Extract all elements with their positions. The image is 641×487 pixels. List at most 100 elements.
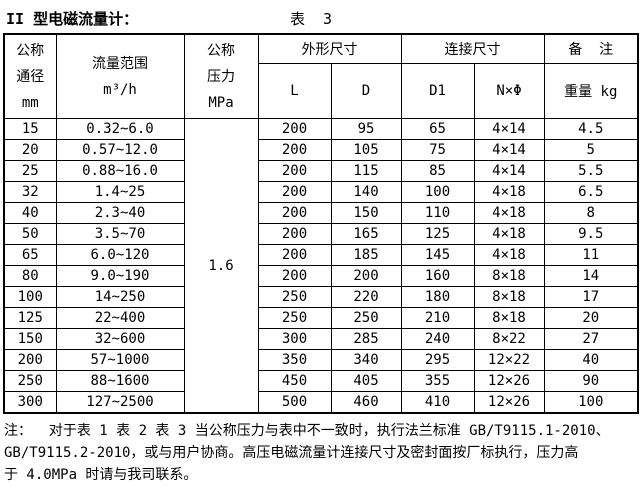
table-row: 20 0.57~12.0 200 105 75 4×14 5 [3,139,639,161]
header-remark: 备 注 [543,33,639,64]
cell-weight: 4.5 [543,118,639,140]
table-row: 150 32~600 300 285 240 8×22 27 [3,328,639,350]
table-caption: 表 3 [290,10,333,28]
cell-d: 140 [330,181,402,203]
cell-d1: 210 [400,307,475,329]
cell-dn: 15 [3,118,57,140]
cell-d1: 180 [400,286,475,308]
cell-weight: 20 [543,307,639,329]
cell-weight: 90 [543,370,639,392]
cell-pressure-merged: 1.6 [183,118,259,414]
title-bar: II 型电磁流量计： 表 3 [0,0,641,33]
header-length: L [257,63,332,119]
cell-l: 200 [257,265,332,287]
header-flow-range: 流量范围 m³/h [55,33,185,119]
cell-dn: 65 [3,244,57,266]
cell-l: 350 [257,349,332,371]
cell-nphi: 4×18 [473,202,545,224]
cell-d1: 145 [400,244,475,266]
cell-range: 0.32~6.0 [55,118,185,140]
cell-d1: 355 [400,370,475,392]
table-row: 50 3.5~70 200 165 125 4×18 9.5 [3,223,639,245]
cell-nphi: 4×18 [473,181,545,203]
cell-weight: 5.5 [543,160,639,182]
cell-dn: 32 [3,181,57,203]
cell-d1: 410 [400,391,475,414]
cell-range: 9.0~190 [55,265,185,287]
cell-dn: 25 [3,160,57,182]
cell-d: 220 [330,286,402,308]
header-row-sub: L D D1 N×Φ 重量 kg [4,63,639,119]
flowmeter-spec-table: 公称 通径 mm 流量范围 m³/h 公称 压力 MPa 外形尺寸 连接尺寸 备… [3,33,639,414]
cell-l: 300 [257,328,332,350]
cell-d1: 100 [400,181,475,203]
cell-range: 32~600 [55,328,185,350]
cell-nphi: 12×26 [473,391,545,414]
cell-weight: 11 [543,244,639,266]
cell-dn: 100 [3,286,57,308]
cell-l: 200 [257,181,332,203]
table-row: 250 88~1600 450 405 355 12×26 90 [3,370,639,392]
cell-d: 405 [330,370,402,392]
header-overall-dimensions: 外形尺寸 [257,33,402,64]
cell-range: 3.5~70 [55,223,185,245]
cell-d1: 65 [400,118,475,140]
cell-l: 200 [257,223,332,245]
cell-d1: 240 [400,328,475,350]
table-row: 125 22~400 250 250 210 8×18 20 [3,307,639,329]
table-row: 40 2.3~40 200 150 110 4×18 8 [3,202,639,224]
cell-d: 340 [330,349,402,371]
header-nominal-pressure: 公称 压力 MPa [183,33,259,119]
cell-l: 200 [257,244,332,266]
header-diameter: D [330,63,402,119]
cell-range: 14~250 [55,286,185,308]
cell-weight: 40 [543,349,639,371]
cell-nphi: 4×14 [473,139,545,161]
table-row: 200 57~1000 350 340 295 12×22 40 [3,349,639,371]
cell-weight: 100 [543,391,639,414]
page-title: II 型电磁流量计： [6,10,139,28]
footnote-line: 于 4.0MPa 时请与我司联系。 [4,467,198,483]
table-row: 300 127~2500 500 460 410 12×26 100 [3,391,639,414]
cell-d: 185 [330,244,402,266]
cell-l: 250 [257,307,332,329]
cell-dn: 125 [3,307,57,329]
header-d1: D1 [400,63,475,119]
cell-dn: 200 [3,349,57,371]
cell-d: 115 [330,160,402,182]
table-row: 100 14~250 250 220 180 8×18 17 [3,286,639,308]
cell-weight: 5 [543,139,639,161]
cell-range: 22~400 [55,307,185,329]
cell-nphi: 12×26 [473,370,545,392]
cell-nphi: 12×22 [473,349,545,371]
cell-l: 500 [257,391,332,414]
cell-weight: 27 [543,328,639,350]
header-row-groups: 公称 通径 mm 流量范围 m³/h 公称 压力 MPa 外形尺寸 连接尺寸 备… [3,33,639,119]
footnote: 注： 对于表 1 表 2 表 3 当公称压力与表中不一致时，执行法兰标准 GB/… [4,420,641,486]
table-row: 32 1.4~25 200 140 100 4×18 6.5 [3,181,639,203]
cell-d: 250 [330,307,402,329]
cell-nphi: 8×18 [473,307,545,329]
cell-nphi: 8×22 [473,328,545,350]
cell-l: 200 [257,160,332,182]
cell-l: 200 [257,139,332,161]
cell-range: 6.0~120 [55,244,185,266]
cell-range: 0.88~16.0 [55,160,185,182]
cell-l: 200 [257,202,332,224]
cell-d: 165 [330,223,402,245]
cell-l: 450 [257,370,332,392]
cell-range: 127~2500 [55,391,185,414]
header-nominal-diameter: 公称 通径 mm [3,33,57,119]
cell-d: 285 [330,328,402,350]
footnote-line: GB/T9115.2-2010，或与用户协商。高压电磁流量计连接尺寸及密封面按厂… [4,445,579,461]
cell-dn: 250 [3,370,57,392]
cell-d1: 75 [400,139,475,161]
cell-d1: 125 [400,223,475,245]
cell-dn: 80 [3,265,57,287]
cell-dn: 50 [3,223,57,245]
table-row: 65 6.0~120 200 185 145 4×18 11 [3,244,639,266]
cell-d: 200 [330,265,402,287]
cell-weight: 6.5 [543,181,639,203]
cell-weight: 14 [543,265,639,287]
header-connection-dimensions: 连接尺寸 [400,33,545,64]
